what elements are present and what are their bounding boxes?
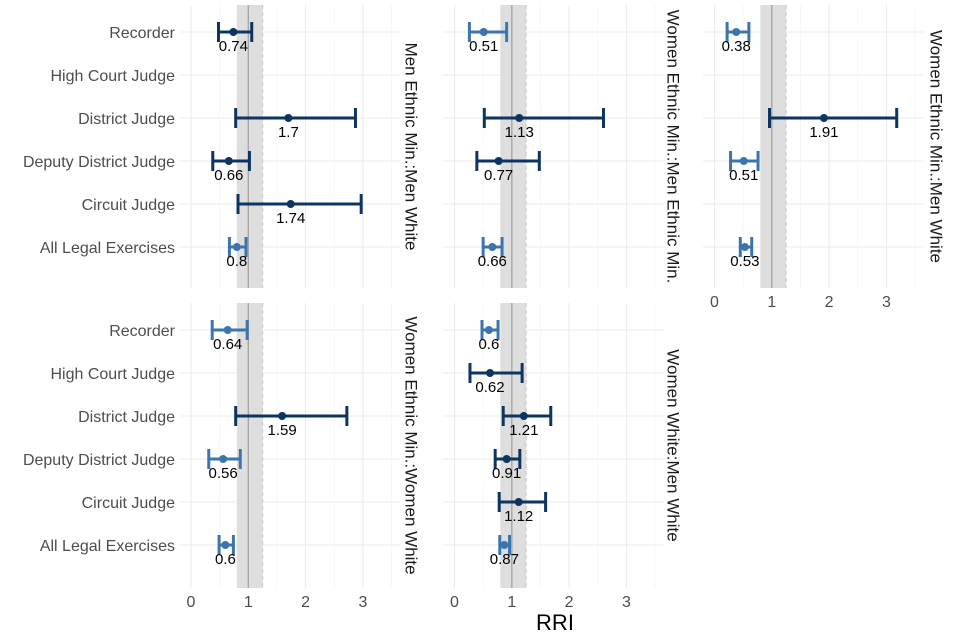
point-estimate <box>232 243 241 251</box>
point-estimate <box>479 28 488 36</box>
x-tick-label: 0 <box>710 294 719 311</box>
value-label: 0.62 <box>475 379 504 396</box>
panel-strip-label: Women Ethnic Min.:Men White <box>927 30 946 263</box>
x-axis-title: RRI <box>536 610 574 635</box>
point-estimate <box>494 157 503 165</box>
value-label: 1.91 <box>809 124 838 141</box>
point-estimate <box>224 157 233 165</box>
value-label: 1.7 <box>278 124 299 141</box>
value-label: 0.51 <box>469 38 498 55</box>
point-estimate <box>486 369 495 377</box>
value-label: 0.53 <box>730 253 759 270</box>
point-estimate <box>739 157 748 165</box>
point-estimate <box>488 243 497 251</box>
value-label: 1.74 <box>276 210 305 227</box>
reference-band <box>760 5 787 288</box>
y-tick-label: High Court Judge <box>50 68 175 85</box>
value-label: 1.59 <box>268 422 297 439</box>
point-estimate <box>221 541 230 549</box>
point-estimate <box>515 114 524 122</box>
point-estimate <box>500 541 509 549</box>
panel-strip-label: Women White:Men White <box>664 349 683 541</box>
value-label: 0.38 <box>722 38 751 55</box>
value-label: 0.64 <box>213 336 242 353</box>
point-estimate <box>484 326 493 334</box>
value-label: 0.66 <box>214 167 243 184</box>
reference-band <box>500 303 527 588</box>
value-label: 0.56 <box>208 465 237 482</box>
panel-strip-label: Men Ethnic Min.:Men White <box>402 43 421 251</box>
point-estimate <box>502 455 511 463</box>
x-tick-label: 2 <box>565 594 574 611</box>
y-tick-label: Circuit Judge <box>82 495 175 512</box>
value-label: 0.6 <box>478 336 499 353</box>
point-estimate <box>286 200 295 208</box>
x-tick-label: 1 <box>507 594 516 611</box>
x-tick-label: 3 <box>358 594 367 611</box>
value-label: 0.66 <box>478 253 507 270</box>
y-tick-label: All Legal Exercises <box>40 240 175 257</box>
x-tick-label: 2 <box>301 594 310 611</box>
x-tick-label: 3 <box>622 594 631 611</box>
value-label: 0.74 <box>219 38 248 55</box>
value-label: 0.51 <box>729 167 758 184</box>
y-tick-label: Deputy District Judge <box>23 452 175 469</box>
y-tick-label: District Judge <box>78 409 175 426</box>
point-estimate <box>223 326 232 334</box>
point-estimate <box>519 412 528 420</box>
reference-band <box>500 5 527 288</box>
x-tick-label: 1 <box>244 594 253 611</box>
value-label: 1.21 <box>509 422 538 439</box>
y-tick-label: High Court Judge <box>50 366 175 383</box>
x-tick-label: 0 <box>187 594 196 611</box>
point-estimate <box>740 243 749 251</box>
value-label: 1.12 <box>504 508 533 525</box>
reference-band <box>236 303 263 588</box>
y-tick-label: Circuit Judge <box>82 197 175 214</box>
point-estimate <box>278 412 287 420</box>
y-tick-label: All Legal Exercises <box>40 538 175 555</box>
x-tick-label: 0 <box>450 594 459 611</box>
value-label: 0.77 <box>484 167 513 184</box>
point-estimate <box>229 28 238 36</box>
y-tick-label: Deputy District Judge <box>23 154 175 171</box>
y-tick-label: District Judge <box>78 111 175 128</box>
value-label: 0.87 <box>490 551 519 568</box>
x-tick-label: 2 <box>825 294 834 311</box>
x-tick-label: 3 <box>882 294 891 311</box>
y-tick-label: Recorder <box>109 25 175 42</box>
point-estimate <box>514 498 523 506</box>
x-tick-label: 1 <box>767 294 776 311</box>
reference-band <box>236 5 263 288</box>
value-label: 0.91 <box>492 465 521 482</box>
y-tick-label: Recorder <box>109 323 175 340</box>
point-estimate <box>284 114 293 122</box>
value-label: 0.6 <box>215 551 236 568</box>
value-label: 0.8 <box>226 253 247 270</box>
value-label: 1.13 <box>505 124 534 141</box>
panel-strip-label: Women Ethnic Min.:Women White <box>402 316 421 574</box>
point-estimate <box>819 114 828 122</box>
point-estimate <box>219 455 228 463</box>
point-estimate <box>732 28 741 36</box>
panel-strip-label: Women Ethnic Min.:Men Ethnic Min. <box>664 10 683 284</box>
